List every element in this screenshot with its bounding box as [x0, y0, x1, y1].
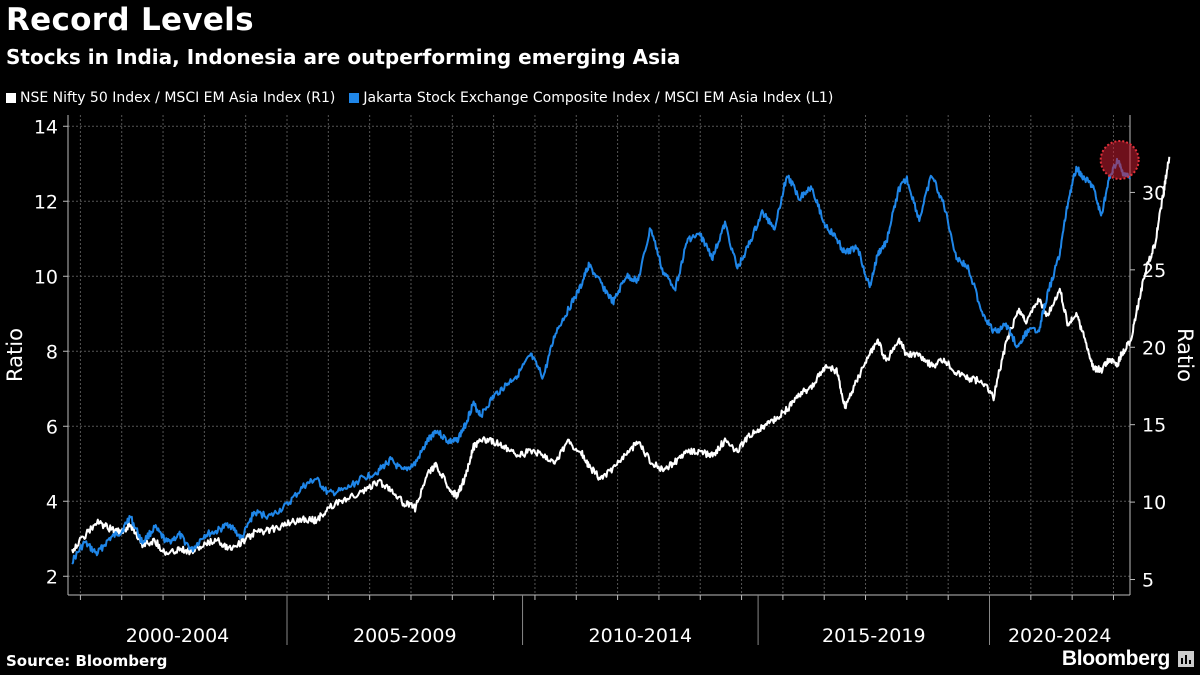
right-axis-title: Ratio — [1173, 328, 1197, 382]
brand-logo: Bloomberg — [1061, 647, 1170, 670]
series-line-jakarta — [71, 157, 1131, 565]
x-group-label: 2010-2014 — [589, 625, 693, 647]
chart-title: Record Levels — [6, 2, 254, 38]
left-tick-label: 8 — [46, 341, 58, 363]
bloomberg-chart-icon — [1178, 651, 1194, 667]
right-tick-label: 15 — [1142, 415, 1166, 437]
x-group-label: 2005-2009 — [353, 625, 457, 647]
chart-subtitle: Stocks in India, Indonesia are outperfor… — [6, 45, 681, 69]
right-tick-label: 5 — [1142, 570, 1154, 592]
left-tick-label: 2 — [46, 566, 58, 588]
left-tick-label: 6 — [46, 416, 58, 438]
x-group-label: 2020-2024 — [1008, 625, 1112, 647]
right-tick-label: 25 — [1142, 260, 1166, 282]
legend-label-jakarta: Jakarta Stock Exchange Composite Index /… — [363, 90, 834, 106]
x-group-label: 2000-2004 — [126, 625, 230, 647]
left-tick-label: 14 — [34, 116, 58, 138]
legend-swatch-nifty — [6, 93, 16, 103]
legend: NSE Nifty 50 Index / MSCI EM Asia Index … — [6, 90, 847, 106]
legend-label-nifty: NSE Nifty 50 Index / MSCI EM Asia Index … — [20, 90, 336, 106]
left-axis-title: Ratio — [3, 328, 27, 382]
source-note: Source: Bloomberg — [6, 652, 168, 670]
right-tick-label: 10 — [1142, 492, 1166, 514]
legend-swatch-jakarta — [349, 93, 360, 103]
left-tick-label: 4 — [46, 491, 58, 513]
left-tick-label: 10 — [34, 266, 58, 288]
right-tick-label: 30 — [1142, 182, 1166, 204]
left-tick-label: 12 — [34, 191, 58, 213]
legend-item-nifty: NSE Nifty 50 Index / MSCI EM Asia Index … — [6, 90, 335, 106]
record-highlight-marker — [1099, 140, 1140, 180]
series-line-nifty — [71, 156, 1171, 556]
legend-item-jakarta: Jakarta Stock Exchange Composite Index /… — [349, 90, 833, 106]
x-group-label: 2015-2019 — [822, 625, 926, 647]
right-tick-label: 20 — [1142, 337, 1166, 359]
